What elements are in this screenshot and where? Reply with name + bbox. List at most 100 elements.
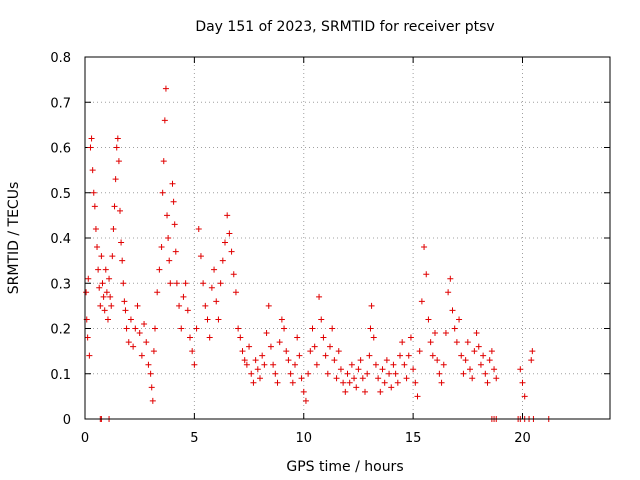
data-point (469, 375, 476, 382)
data-point (335, 348, 342, 355)
data-point (322, 352, 329, 359)
data-point (528, 357, 535, 364)
data-point (122, 307, 129, 314)
data-point (206, 334, 213, 341)
data-point (222, 239, 228, 246)
data-point (467, 366, 473, 373)
data-point (99, 280, 106, 287)
data-point (418, 298, 425, 305)
data-point (331, 357, 338, 364)
y-tick-label: 0 (63, 413, 71, 428)
data-point (171, 221, 178, 228)
y-axis-label: SRMTID / TECUs (6, 182, 22, 295)
data-point (100, 293, 107, 300)
data-point (348, 361, 355, 368)
data-point (169, 180, 176, 187)
data-point (241, 357, 248, 364)
data-point (83, 289, 90, 296)
data-point (427, 339, 434, 346)
data-point (462, 357, 469, 364)
data-point (189, 348, 196, 355)
data-point (108, 302, 115, 309)
data-point (94, 244, 101, 251)
data-point (324, 370, 331, 377)
data-point (480, 352, 487, 359)
data-point (488, 348, 495, 355)
data-point (187, 334, 193, 341)
data-point (226, 230, 233, 237)
data-point (311, 343, 318, 350)
data-point (184, 307, 191, 314)
data-point (517, 366, 524, 373)
data-point (370, 334, 377, 341)
data-point (125, 339, 132, 346)
data-point (261, 361, 268, 368)
data-point (521, 393, 528, 400)
data-point (195, 225, 202, 232)
data-point (440, 361, 447, 368)
data-point (519, 379, 526, 386)
data-point (248, 370, 255, 377)
data-point (289, 379, 296, 386)
data-point (307, 348, 314, 355)
data-point (372, 361, 379, 368)
data-point (475, 343, 482, 350)
data-point (92, 225, 99, 232)
data-point (477, 361, 484, 368)
data-point (449, 307, 456, 314)
data-point (357, 357, 364, 364)
data-point (149, 397, 156, 404)
data-point (263, 330, 270, 337)
data-point (442, 330, 449, 337)
data-point (96, 284, 103, 291)
data-point (383, 357, 390, 364)
data-point (170, 198, 177, 205)
data-point (84, 334, 91, 341)
data-point (90, 189, 97, 196)
data-point (158, 244, 165, 251)
data-point (366, 352, 373, 359)
data-point (381, 379, 388, 386)
data-point (148, 384, 155, 391)
data-point (486, 357, 493, 364)
data-point (113, 144, 120, 151)
data-point (176, 302, 183, 309)
data-point (164, 212, 171, 219)
data-point (134, 302, 141, 309)
data-point (259, 352, 266, 359)
data-point (136, 330, 143, 337)
data-point (120, 280, 127, 287)
data-point (368, 302, 375, 309)
data-point (219, 257, 226, 264)
data-point (342, 388, 349, 395)
data-point (115, 158, 122, 165)
data-point (252, 357, 259, 364)
data-point (97, 302, 104, 309)
data-point (405, 352, 412, 359)
data-point (355, 366, 362, 373)
data-point (432, 330, 438, 337)
data-point (182, 280, 189, 287)
data-point (88, 135, 95, 142)
data-point (386, 370, 393, 377)
x-axis-label: GPS time / hours (286, 459, 403, 475)
data-point (274, 379, 281, 386)
data-point (156, 266, 163, 273)
data-point (425, 316, 432, 323)
y-tick-label: 0.5 (50, 187, 71, 202)
data-point (132, 325, 139, 332)
data-point (98, 253, 105, 260)
data-point (429, 352, 436, 359)
data-point (346, 379, 353, 386)
data-point (119, 257, 126, 264)
data-point (239, 348, 246, 355)
data-point (329, 325, 336, 332)
data-point (117, 207, 123, 214)
data-point (298, 375, 305, 382)
data-point (399, 339, 406, 346)
data-point (230, 271, 237, 278)
data-point (364, 370, 371, 377)
data-point (292, 361, 298, 368)
data-point (110, 225, 117, 232)
